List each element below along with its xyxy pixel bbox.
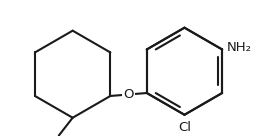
- Text: NH₂: NH₂: [227, 41, 252, 54]
- Text: Cl: Cl: [178, 121, 191, 134]
- Text: O: O: [123, 88, 134, 101]
